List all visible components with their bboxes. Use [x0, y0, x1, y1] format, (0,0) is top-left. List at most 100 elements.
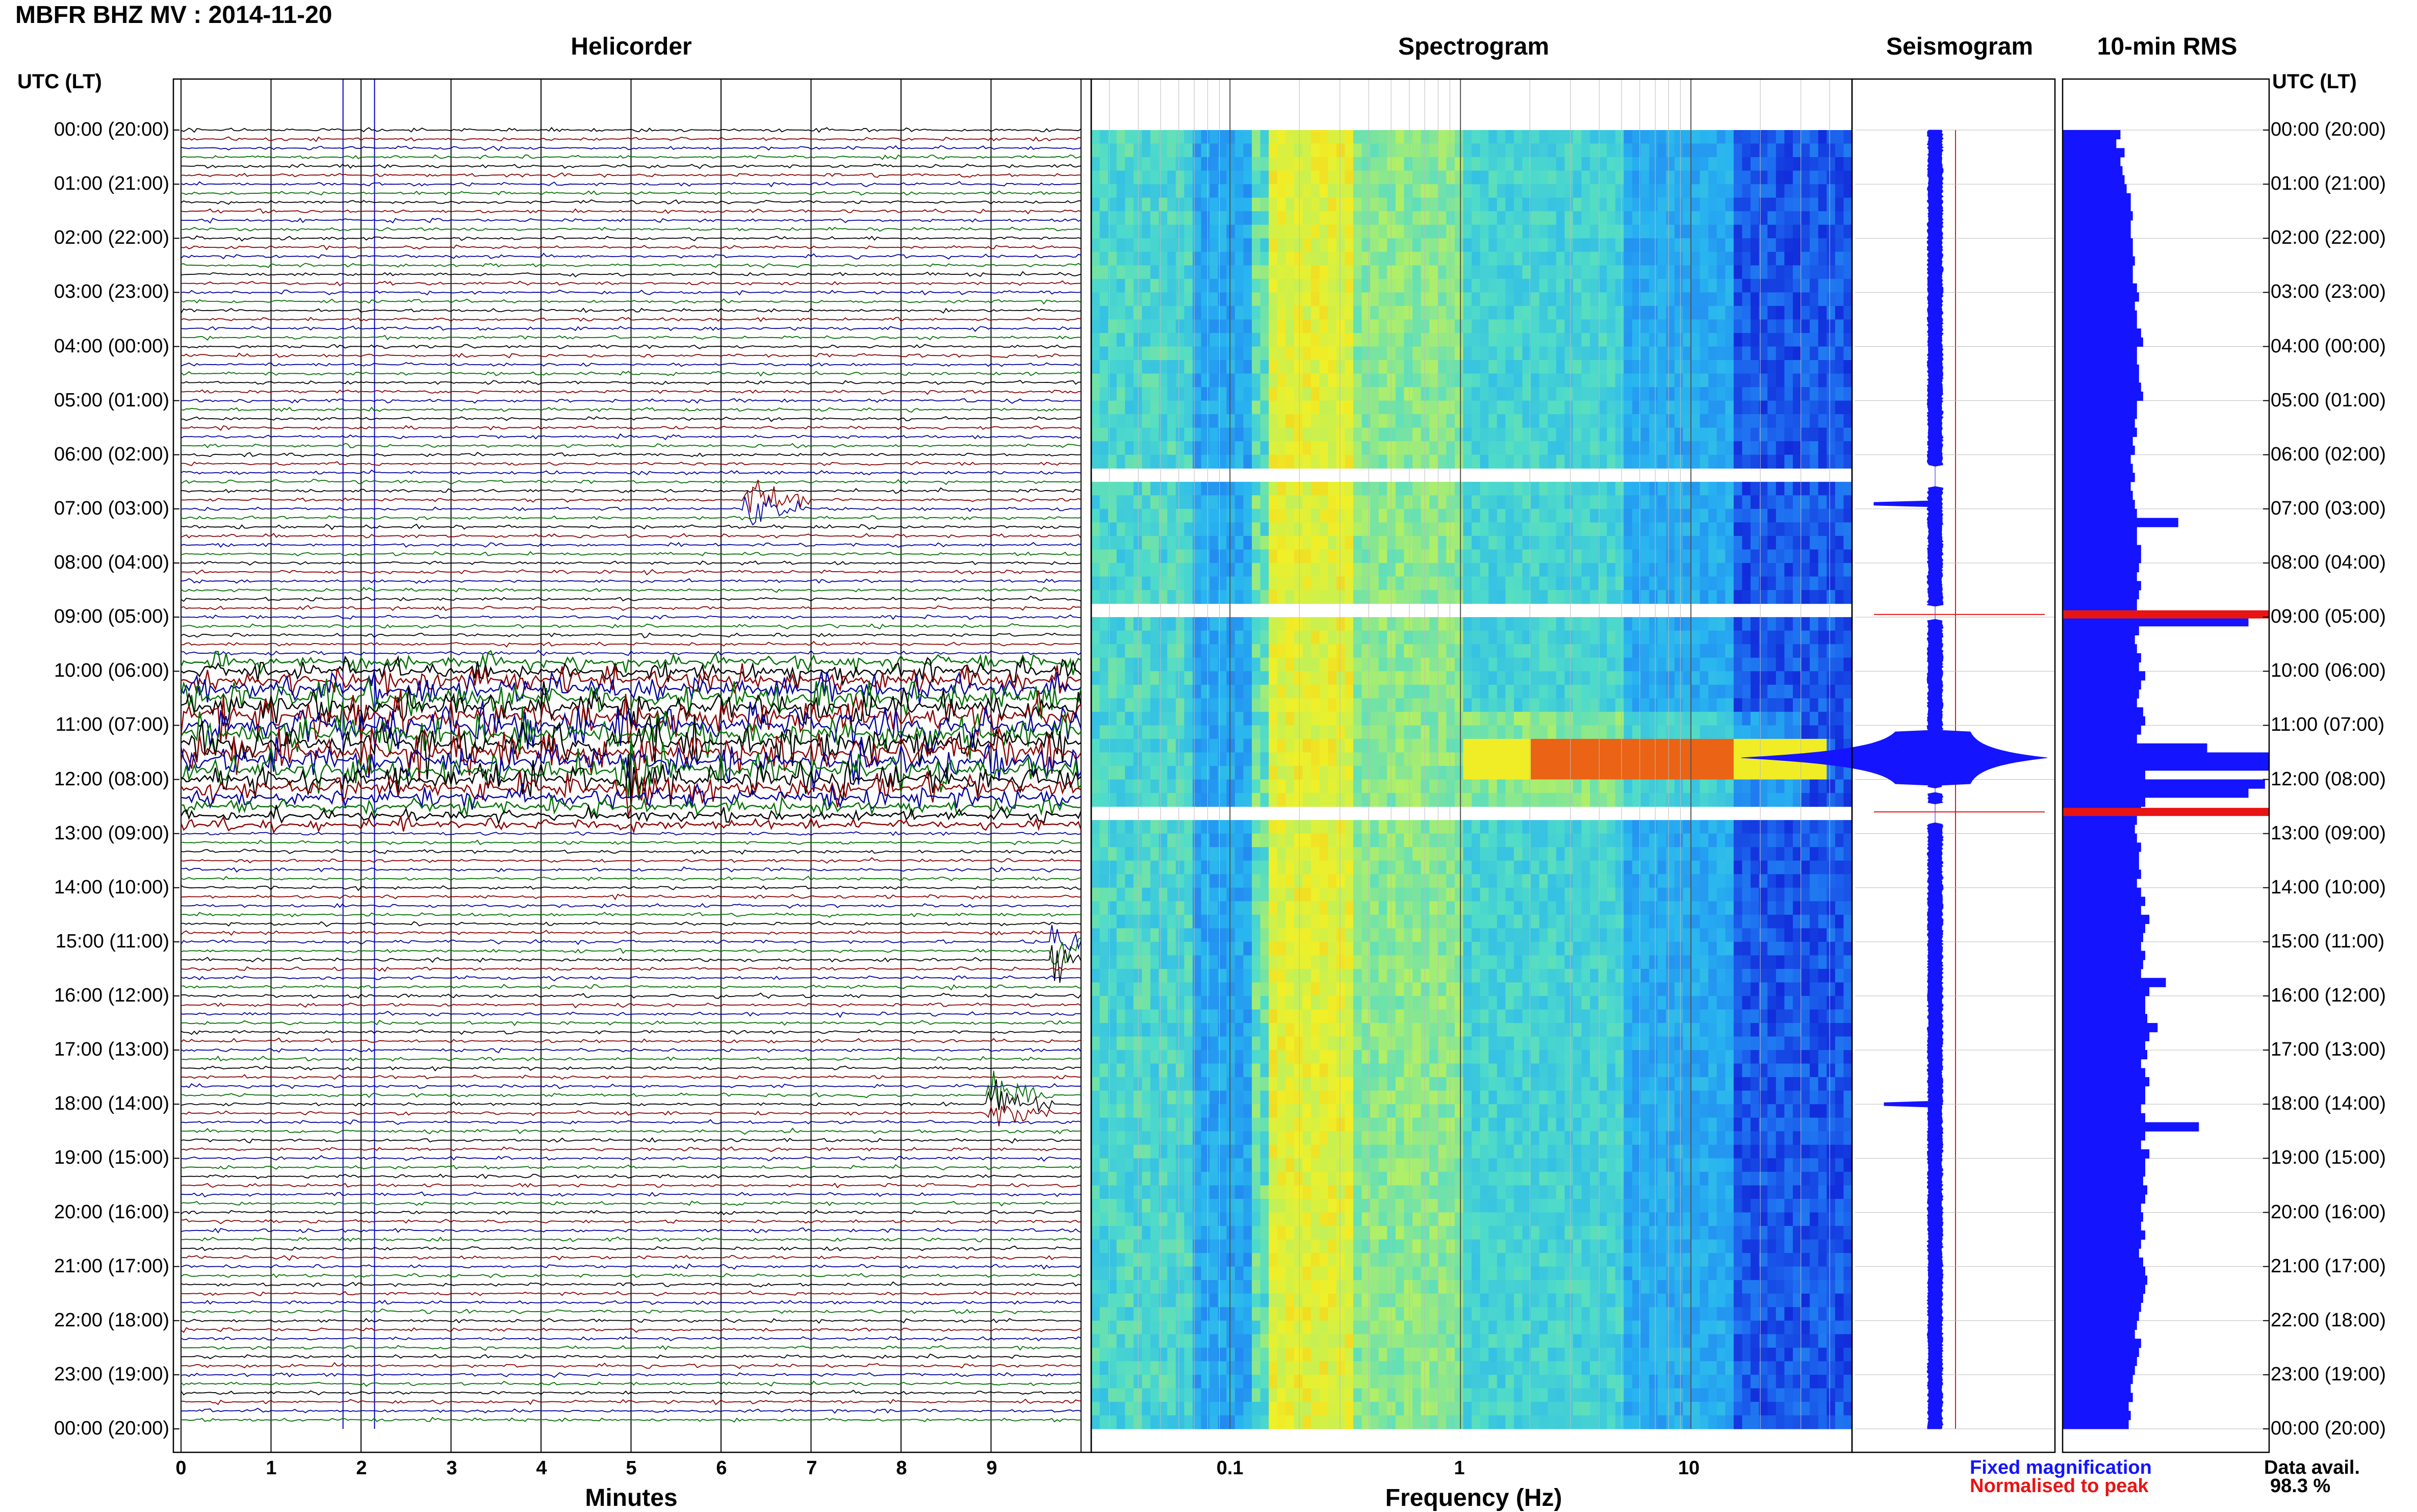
spectrogram-cell — [1116, 698, 1125, 712]
spectrogram-cell — [1125, 481, 1134, 496]
spectrogram-cell — [1454, 427, 1464, 442]
spectrogram-cell — [1818, 833, 1827, 848]
spectrogram-cell — [1531, 278, 1540, 293]
spectrogram-cell — [1564, 224, 1574, 239]
spectrogram-cell — [1159, 847, 1168, 861]
spectrogram-cell — [1505, 725, 1514, 739]
spectrogram-cell — [1395, 698, 1404, 712]
spectrogram-cell — [1285, 711, 1295, 726]
spectrogram-cell — [1378, 738, 1387, 753]
spectrogram-cell — [1827, 617, 1836, 631]
spectrogram-cell — [1201, 738, 1210, 753]
spectrogram-cell — [1539, 576, 1548, 591]
spectrogram-cell — [1463, 197, 1472, 212]
spectrogram-cell — [1404, 387, 1413, 401]
spectrogram-cell — [1226, 684, 1236, 699]
spectrogram-cell — [1091, 711, 1100, 726]
spectrogram-cell — [1446, 901, 1455, 915]
spectrogram-cell — [1683, 820, 1692, 834]
spectrogram-cell — [1472, 292, 1481, 306]
spectrogram-cell — [1666, 265, 1675, 279]
spectrogram-cell — [1674, 292, 1684, 306]
spectrogram-cell — [1539, 793, 1548, 807]
spectrogram-cell — [1395, 414, 1404, 428]
spectrogram-cell — [1218, 752, 1227, 766]
spectrogram-cell — [1843, 292, 1853, 306]
spectrogram-cell — [1513, 319, 1523, 334]
spectrogram-cell — [1835, 292, 1844, 306]
spectrogram-cell — [1108, 535, 1117, 550]
spectrogram-cell — [1159, 319, 1168, 334]
spectrogram-cell — [1759, 563, 1768, 577]
spectrogram-cell — [1708, 265, 1717, 279]
spectrogram-cell — [1159, 752, 1168, 766]
spectrogram-cell — [1091, 454, 1100, 469]
spectrogram-cell — [1269, 765, 1278, 780]
spectrogram-cell — [1133, 820, 1143, 834]
spectrogram-cell — [1759, 765, 1768, 780]
spectrogram-cell — [1581, 170, 1590, 185]
spectrogram-cell — [1564, 508, 1574, 523]
spectrogram-cell — [1716, 373, 1726, 388]
spectrogram-cell — [1573, 793, 1582, 807]
spectrogram-cell — [1387, 184, 1396, 198]
spectrogram-cell — [1336, 441, 1345, 455]
spectrogram-cell — [1497, 184, 1506, 198]
spectrogram-cell — [1666, 292, 1675, 306]
spectrogram-cell — [1590, 251, 1599, 266]
spectrogram-cell — [1285, 508, 1295, 523]
spectrogram-cell — [1581, 143, 1590, 158]
spectrogram-cell — [1260, 671, 1269, 685]
spectrogram-cell — [1497, 265, 1506, 279]
spectrogram-cell — [1556, 305, 1565, 320]
spectrogram-cell — [1674, 305, 1684, 320]
spectrogram-cell — [1167, 765, 1176, 780]
spectrogram-cell — [1184, 292, 1193, 306]
spectrogram-cell — [1531, 644, 1540, 658]
spectrogram-cell — [1759, 725, 1768, 739]
spectrogram-cell — [1531, 332, 1540, 347]
spectrogram-cell — [1556, 725, 1565, 739]
spectrogram-cell — [1370, 738, 1379, 753]
spectrogram-cell — [1480, 820, 1489, 834]
spectrogram-cell — [1733, 563, 1743, 577]
spectrogram-cell — [1421, 617, 1430, 631]
spectrogram-cell — [1674, 265, 1684, 279]
spectrogram-cell — [1353, 657, 1362, 672]
spectrogram-cell — [1260, 657, 1269, 672]
spectrogram-cell — [1615, 170, 1624, 185]
spectrogram-cell — [1116, 360, 1125, 374]
spectrogram-cell — [1472, 752, 1481, 766]
spectrogram-cell — [1395, 563, 1404, 577]
spectrogram-cell — [1378, 671, 1387, 685]
spectrogram-cell — [1378, 657, 1387, 672]
spectrogram-cell — [1294, 305, 1303, 320]
spectrogram-cell — [1091, 765, 1100, 780]
spectrogram-cell — [1598, 725, 1607, 739]
spectrogram-cell — [1235, 130, 1244, 144]
spectrogram-cell — [1378, 427, 1387, 442]
spectrogram-cell — [1725, 576, 1734, 591]
spectrogram-cell — [1472, 454, 1481, 469]
spectrogram-cell — [1776, 346, 1785, 361]
spectrogram-cell — [1421, 292, 1430, 306]
spectrogram-cell — [1463, 765, 1472, 780]
spectrogram-cell — [1302, 698, 1312, 712]
spectrogram-cell — [1716, 224, 1726, 239]
spectrogram-cell — [1716, 346, 1726, 361]
spectrogram-cell — [1201, 184, 1210, 198]
spectrogram-cell — [1302, 522, 1312, 536]
spectrogram-cell — [1184, 238, 1193, 252]
spectrogram-cell — [1708, 765, 1717, 780]
spectrogram-cell — [1666, 644, 1675, 658]
spectrogram-cell — [1099, 765, 1109, 780]
spectrogram-cell — [1801, 414, 1810, 428]
spectrogram-cell — [1725, 644, 1734, 658]
spectrogram-cell — [1751, 238, 1760, 252]
spectrogram-cell — [1175, 657, 1185, 672]
spectrogram-cell — [1387, 278, 1396, 293]
spectrogram-cell — [1556, 576, 1565, 591]
spectrogram-cell — [1226, 360, 1236, 374]
spectrogram-cell — [1336, 373, 1345, 388]
spectrogram-cell — [1243, 292, 1252, 306]
